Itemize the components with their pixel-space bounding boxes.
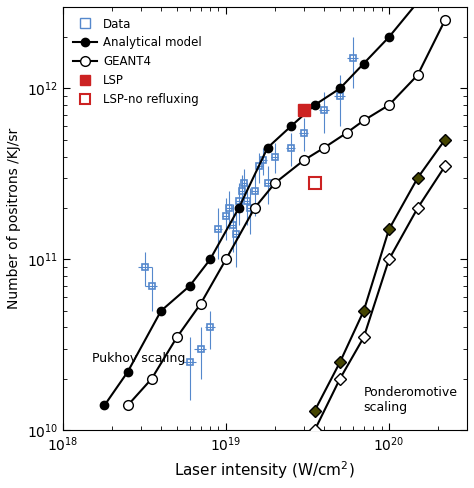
Text: Ponderomotive
scaling: Ponderomotive scaling [364,386,458,414]
Legend: Data, Analytical model, GEANT4, LSP, LSP-no refluxing: Data, Analytical model, GEANT4, LSP, LSP… [69,13,207,111]
Text: Pukhov scaling: Pukhov scaling [91,352,185,366]
Y-axis label: Number of positrons /KJ/sr: Number of positrons /KJ/sr [7,128,21,309]
X-axis label: Laser intensity (W/cm$^2$): Laser intensity (W/cm$^2$) [174,459,355,481]
